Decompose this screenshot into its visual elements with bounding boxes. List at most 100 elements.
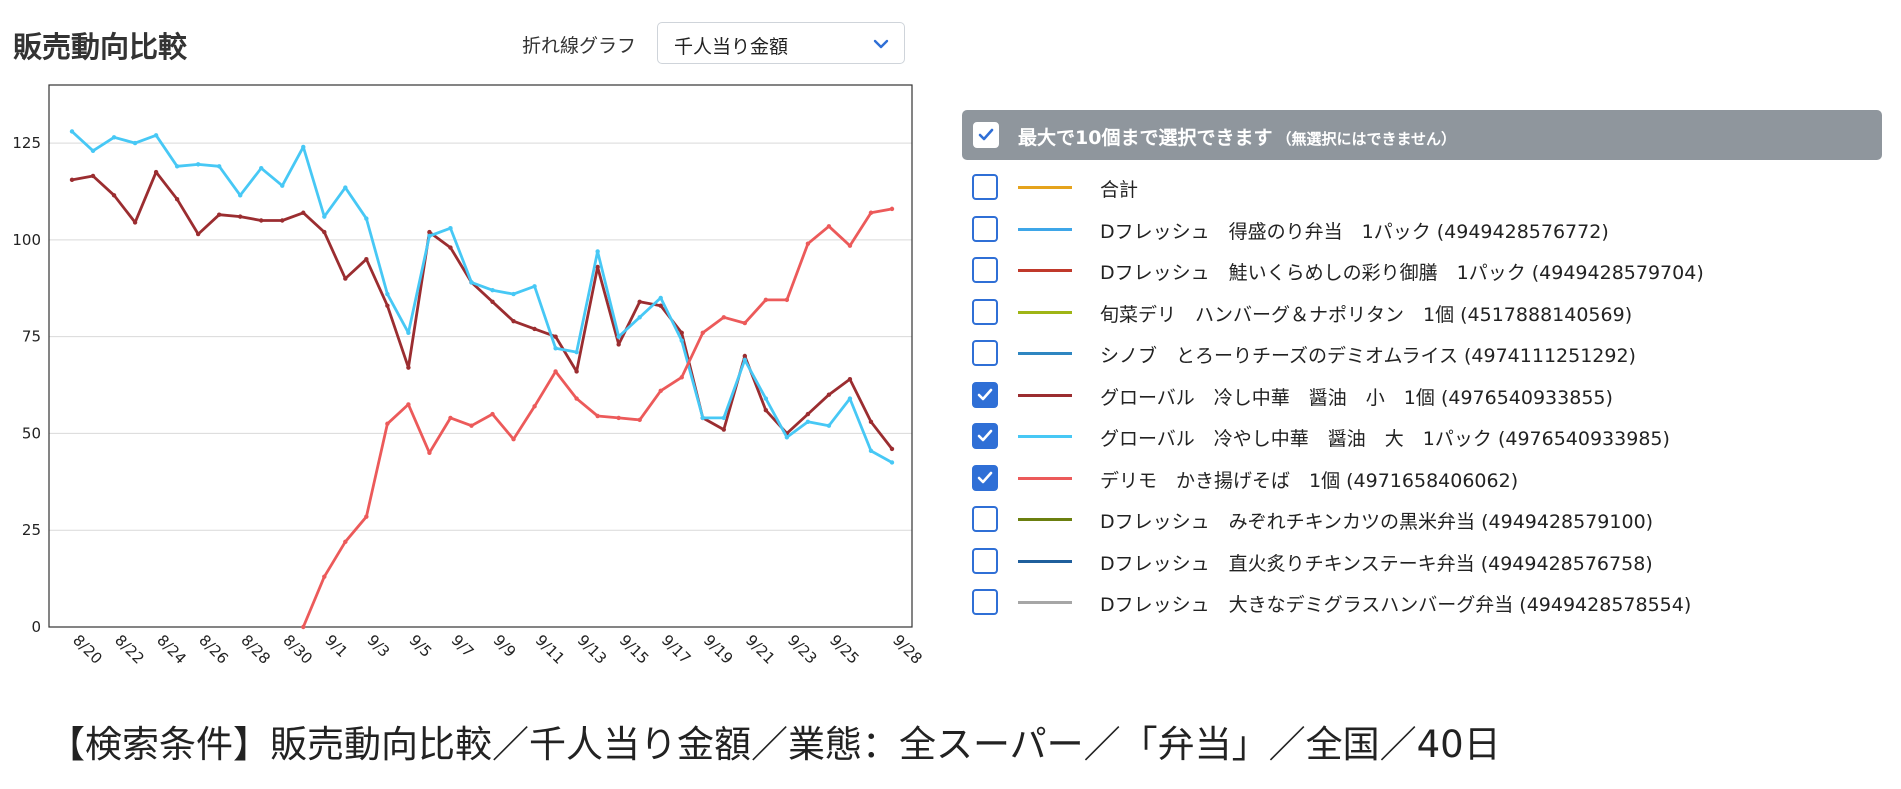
select-limit-note: （無選択にはできません） — [1276, 130, 1457, 148]
data-point — [574, 369, 579, 374]
data-point — [679, 330, 684, 335]
x-tick-label: 9/5 — [406, 631, 436, 661]
data-point — [847, 243, 853, 248]
series-checkbox[interactable] — [972, 215, 998, 242]
data-point — [364, 514, 369, 519]
data-point — [111, 193, 117, 198]
legend-swatch — [1018, 310, 1072, 314]
legend-swatch — [1018, 518, 1072, 521]
data-point — [700, 415, 705, 421]
x-tick-label: 9/23 — [784, 631, 821, 668]
check-icon — [978, 128, 994, 141]
series-checkbox[interactable] — [972, 257, 998, 283]
legend-item[interactable]: デリモ かき揚げそば 1個 (4971658406062) — [972, 463, 1872, 493]
legend-item[interactable]: グローバル 冷やし中華 醤油 大 1パック (4976540933985) — [972, 421, 1872, 451]
x-tick-label: 9/3 — [364, 631, 394, 661]
data-point — [195, 162, 201, 167]
data-point — [69, 129, 75, 134]
series-checkbox[interactable] — [972, 464, 998, 491]
data-point — [301, 210, 306, 215]
series-selector-panel: 最大で10個まで選択できます （無選択にはできません） 合計 Dフレッシュ 得盛のり… — [962, 110, 1882, 616]
legend-swatch — [1018, 352, 1072, 355]
check-icon — [977, 388, 993, 400]
data-point — [259, 218, 264, 223]
series-checkbox[interactable] — [972, 174, 998, 200]
data-point — [238, 193, 243, 198]
data-point — [427, 229, 432, 235]
legend-item[interactable]: Dフレッシュ みぞれチキンカツの黒米弁当 (4949428579100) — [972, 504, 1872, 534]
legend-item[interactable]: 合計 — [972, 172, 1872, 202]
series-checkbox[interactable] — [972, 381, 998, 408]
data-point — [637, 299, 642, 304]
data-point — [427, 233, 432, 239]
data-point — [511, 437, 516, 442]
legend-swatch — [1018, 393, 1072, 397]
data-point — [784, 435, 790, 440]
series-checkbox[interactable] — [972, 423, 998, 449]
plot-area — [48, 84, 913, 628]
data-point — [532, 284, 537, 289]
data-point — [532, 404, 537, 409]
series-checkbox[interactable] — [972, 298, 998, 325]
legend-swatch — [1018, 476, 1072, 480]
data-point — [847, 377, 853, 382]
legend-label: Dフレッシュ 大きなデミグラスハンバーグ弁当 (4949428578554) — [1100, 594, 1692, 616]
legend-swatch — [1018, 559, 1072, 563]
legend-item[interactable]: Dフレッシュ 大きなデミグラスハンバーグ弁当 (4949428578554) — [972, 587, 1872, 617]
data-point — [637, 417, 642, 423]
select-all-checkbox[interactable] — [973, 122, 999, 148]
data-point — [889, 446, 895, 452]
y-tick-label: 50 — [22, 424, 41, 442]
metric-select[interactable]: 千人当り金額 — [657, 22, 905, 64]
data-point — [637, 315, 642, 320]
data-point — [490, 287, 495, 293]
data-point — [616, 415, 621, 421]
legend-label: 合計 — [1100, 179, 1139, 201]
x-tick-label: 9/15 — [616, 631, 653, 668]
x-tick-label: 9/9 — [490, 631, 520, 661]
legend-label: Dフレッシュ みぞれチキンカツの黒米弁当 (4949428579100) — [1100, 511, 1654, 533]
data-point — [343, 185, 348, 190]
legend-label: Dフレッシュ 鮭いくらめしの彩り御膳 1パック (4949428579704) — [1100, 262, 1704, 284]
legend-label: 旬菜デリ ハンバーグ＆ナポリタン 1個 (4517888140569) — [1100, 303, 1633, 326]
legend-item[interactable]: 旬菜デリ ハンバーグ＆ナポリタン 1個 (4517888140569) — [972, 297, 1872, 327]
data-point — [280, 183, 285, 188]
legend-label: デリモ かき揚げそば 1個 (4971658406062) — [1100, 469, 1519, 492]
data-point — [448, 245, 453, 250]
data-point — [301, 624, 306, 630]
legend-item[interactable]: グローバル 冷し中華 醤油 小 1個 (4976540933855) — [972, 380, 1872, 410]
data-point — [406, 365, 411, 370]
data-point — [90, 148, 96, 154]
data-point — [132, 220, 138, 225]
data-point — [553, 346, 558, 351]
legend-item[interactable]: Dフレッシュ 得盛のり弁当 1パック (4949428576772) — [972, 214, 1872, 244]
data-point — [448, 226, 453, 231]
data-point — [889, 206, 895, 212]
data-point — [153, 133, 159, 138]
series-checkbox[interactable] — [972, 589, 998, 615]
data-point — [490, 299, 495, 304]
data-point — [889, 460, 895, 465]
legend-item[interactable]: Dフレッシュ 鮭いくらめしの彩り御膳 1パック (4949428579704) — [972, 255, 1872, 285]
legend-swatch — [1018, 186, 1072, 189]
search-conditions: 【検索条件】販売動向比較／千人当り金額／業態：全スーパー／「弁当」／全国／40日 — [48, 723, 1501, 766]
legend-swatch — [1018, 227, 1072, 231]
data-point — [805, 241, 811, 246]
data-point — [343, 276, 348, 281]
y-tick-label: 75 — [22, 328, 41, 346]
series-checkbox[interactable] — [972, 340, 998, 366]
x-tick-label: 8/28 — [237, 631, 274, 668]
chart-type-label: 折れ線グラフ — [522, 35, 637, 57]
data-point — [826, 392, 832, 397]
data-point — [721, 427, 726, 432]
legend-swatch — [1018, 269, 1072, 272]
legend-item[interactable]: Dフレッシュ 直火炙りチキンステーキ弁当 (4949428576758) — [972, 546, 1872, 576]
data-point — [427, 450, 432, 455]
y-tick-label: 125 — [12, 134, 41, 152]
data-point — [616, 342, 621, 347]
x-tick-label: 8/22 — [111, 631, 148, 668]
series-checkbox[interactable] — [972, 506, 998, 532]
series-checkbox[interactable] — [972, 547, 998, 574]
legend-item[interactable]: シノブ とろーりチーズのデミオムライス (4974111251292) — [972, 338, 1872, 368]
data-point — [826, 224, 832, 229]
